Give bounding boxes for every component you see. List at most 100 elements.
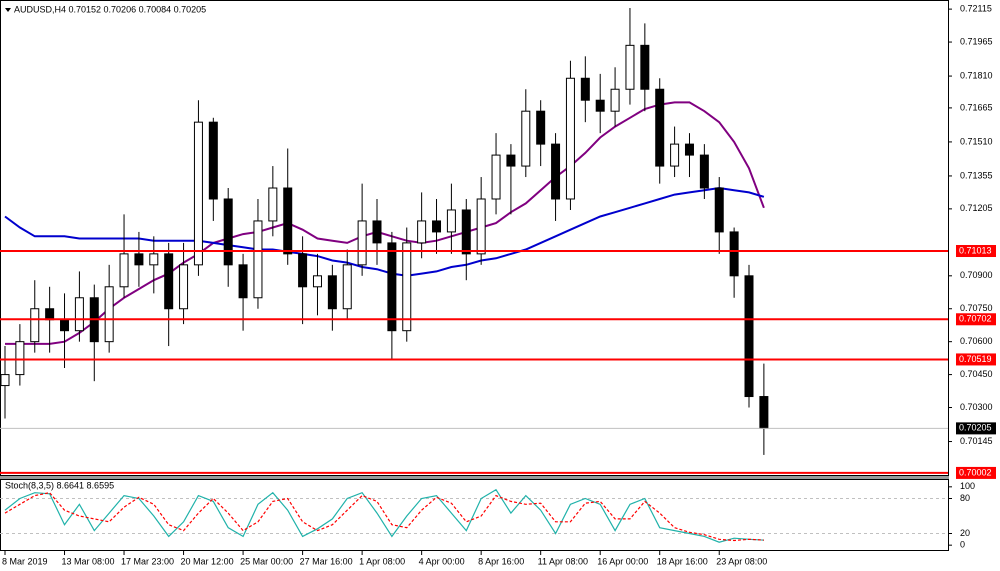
candle-body <box>759 396 769 429</box>
candle-body <box>684 143 694 156</box>
y-tick-label: 0.70750 <box>960 303 993 313</box>
x-tick-label: 11 Apr 08:00 <box>538 556 588 566</box>
candle-body <box>268 187 278 222</box>
candle-body <box>60 319 70 332</box>
last-price-label: 0.70205 <box>959 423 992 433</box>
candle-body <box>595 99 605 112</box>
x-tick-label: 27 Mar 16:00 <box>300 556 353 566</box>
candle-body <box>461 209 471 255</box>
candle-body <box>402 242 412 332</box>
candle-body <box>714 187 724 233</box>
y-tick-label: 0.70300 <box>960 402 993 412</box>
y-tick-label: 0.71510 <box>960 136 993 146</box>
y-tick-label: 0.70600 <box>960 336 993 346</box>
candle-body <box>104 286 114 343</box>
candle-body <box>283 187 293 255</box>
y-tick-label: 0.72115 <box>960 3 992 13</box>
moving-average <box>5 101 765 345</box>
level-label-box <box>956 466 996 479</box>
candle-body <box>417 220 427 244</box>
candle-body <box>223 198 233 266</box>
candle-body <box>208 121 218 200</box>
candle-body <box>238 264 248 299</box>
main-panel <box>0 0 949 476</box>
candle-body <box>30 308 40 343</box>
candle-body <box>357 220 367 266</box>
candle-body <box>45 308 55 321</box>
candle-body <box>640 44 650 90</box>
last-price-box <box>956 422 996 435</box>
candle-body <box>74 297 84 332</box>
y-tick-label: 100 <box>960 481 975 491</box>
candle-body <box>372 220 382 244</box>
x-tick-label: 20 Mar 12:00 <box>181 556 234 566</box>
candle-body <box>610 88 620 112</box>
level-label: 0.70702 <box>959 314 992 324</box>
level-label: 0.70002 <box>959 467 992 477</box>
candle-body <box>15 341 25 376</box>
x-tick-label: 1 Apr 08:00 <box>359 556 405 566</box>
stoch-line <box>4 488 764 543</box>
y-tick-label: 0.71355 <box>960 170 993 180</box>
candle-body <box>491 154 501 200</box>
candle-body <box>551 143 561 200</box>
y-tick-label: 0.70450 <box>960 369 993 379</box>
y-tick-label: 80 <box>960 493 970 503</box>
chart-title: AUDUSD,H4 0.70152 0.70206 0.70084 0.7020… <box>14 4 206 14</box>
level-label: 0.71013 <box>959 245 992 255</box>
stoch-panel <box>0 479 949 551</box>
candle-body <box>506 154 516 167</box>
level-label-box <box>956 245 996 258</box>
candle-body <box>432 220 442 233</box>
candle-body <box>164 253 174 310</box>
y-tick-label: 0.71810 <box>960 70 993 80</box>
candle-body <box>625 44 635 90</box>
stoch-title: Stoch(8,3,5) 8.6641 8.6595 <box>5 480 114 490</box>
candle-body <box>253 220 263 299</box>
menu-arrow <box>5 8 11 12</box>
candle-body <box>729 231 739 277</box>
candle-body <box>446 209 456 233</box>
level-label-box <box>956 313 996 326</box>
candle-body <box>298 253 308 288</box>
candle-body <box>134 253 144 266</box>
y-tick-label: 0.71665 <box>960 102 993 112</box>
x-tick-label: 4 Apr 00:00 <box>419 556 465 566</box>
candle-body <box>0 374 10 387</box>
candle-body <box>327 275 337 310</box>
level-label: 0.70519 <box>959 354 992 364</box>
x-tick-label: 23 Apr 08:00 <box>716 556 767 566</box>
y-tick-label: 0.70145 <box>960 436 993 446</box>
y-tick-label: 0.71965 <box>960 36 993 46</box>
x-tick-label: 8 Mar 2019 <box>2 556 48 566</box>
y-tick-label: 0 <box>960 540 965 550</box>
y-tick-label: 0.70900 <box>960 270 993 280</box>
candle-body <box>312 275 322 288</box>
x-tick-label: 16 Apr 00:00 <box>597 556 648 566</box>
candle-body <box>521 110 531 167</box>
candle-body <box>179 264 189 310</box>
x-tick-label: 25 Mar 00:00 <box>240 556 293 566</box>
candle-body <box>476 198 486 255</box>
candle-body <box>670 143 680 167</box>
x-tick-label: 13 Mar 08:00 <box>62 556 115 566</box>
candle-body <box>193 121 203 266</box>
panel-separator <box>0 476 949 479</box>
candle-body <box>580 77 590 101</box>
y-tick-label: 0.71205 <box>960 203 993 213</box>
candle-body <box>149 253 159 266</box>
candle-body <box>565 77 575 200</box>
level-label-box <box>956 353 996 366</box>
x-tick-label: 17 Mar 23:00 <box>121 556 174 566</box>
candle-body <box>655 88 665 167</box>
x-tick-label: 18 Apr 16:00 <box>657 556 708 566</box>
candle-body <box>387 242 397 332</box>
x-tick-label: 8 Apr 16:00 <box>478 556 524 566</box>
moving-average <box>4 186 765 277</box>
candle-body <box>699 154 709 189</box>
candle-body <box>744 275 754 398</box>
y-tick-label: 20 <box>960 528 970 538</box>
candle-body <box>536 110 546 145</box>
candle-body <box>119 253 129 288</box>
